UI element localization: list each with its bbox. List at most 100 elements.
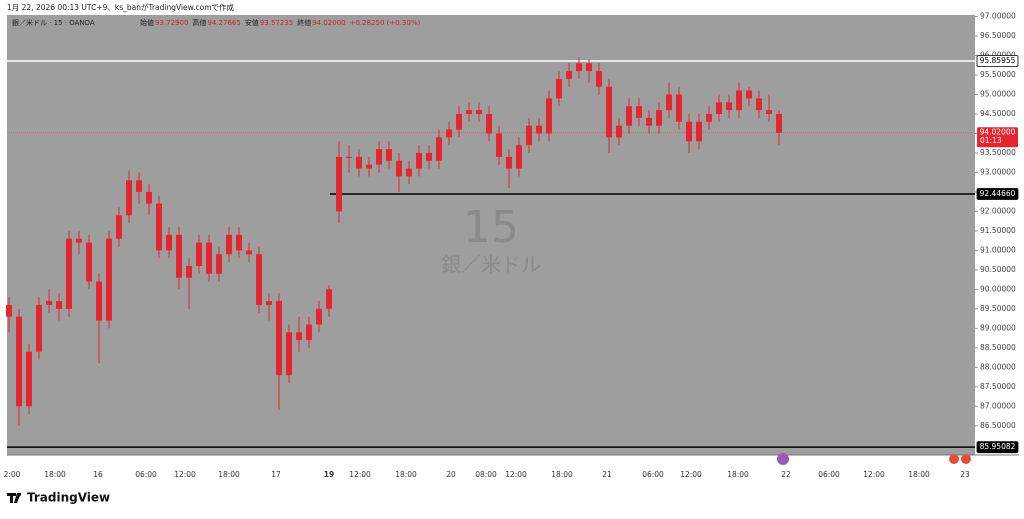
y-tick-label: 92.00000 [980,206,1016,215]
level-tag [976,55,1019,67]
candle-body [6,304,12,317]
candle-body [406,168,412,177]
candle-body [86,242,92,282]
legend-value: 94.02000 [312,19,345,27]
price-axis [975,15,1019,455]
x-tick-label: 23 [960,470,970,479]
candle-body [206,242,212,274]
x-tick-label: 12:00 [680,470,702,479]
x-tick-label: 21 [602,470,612,479]
x-tick-label: 18:00 [551,470,573,479]
candle-body [346,156,352,158]
caption: 1月 22, 2026 00:13 UTC+9、ks_banがTradingVi… [7,2,234,12]
level-tag [976,188,1019,200]
candle-body [356,156,362,169]
candle-body [436,137,442,161]
y-tick-label: 87.50000 [980,382,1016,391]
brand: TradingView [27,491,110,505]
candle-body [366,164,372,169]
legend-label: 終値 [297,18,311,27]
x-tick-label: 12:00 [505,470,527,479]
candle-body [16,316,22,407]
y-tick-label: 90.50000 [980,265,1016,274]
candle-body [606,86,612,138]
candle-body [296,332,302,341]
candle-body [526,125,532,146]
candle-body [326,289,332,309]
level-label: 85.95082 [980,442,1016,451]
watermark-name: 銀／米ドル [441,253,541,277]
candle-body [126,180,132,216]
y-tick-label: 87.00000 [980,401,1016,410]
candle-body [466,110,472,114]
candle-body [546,98,552,134]
flag-icon [949,454,959,464]
x-tick-label: 17 [271,470,281,479]
candle-body [136,180,142,192]
candle-body [226,234,232,255]
x-tick-label: 12:00 [174,470,196,479]
candle-body [176,234,182,278]
legend-label: 高値 [192,18,206,27]
candle-body [416,152,422,169]
x-tick-label: 16 [93,470,103,479]
y-tick-label: 93.00000 [980,167,1016,176]
candle-body [726,102,732,111]
x-tick-label: 19 [324,470,334,479]
candle-body [596,71,602,87]
candle-body [766,110,772,114]
level-tag [976,441,1019,454]
x-tick-label: 12:00 [863,470,885,479]
countdown: 01:13 [980,136,1002,145]
x-tick-label: 18:00 [727,470,749,479]
candle-body [196,242,202,266]
y-tick-label: 96.50000 [980,31,1016,40]
candle-body [696,121,702,142]
candle-body [506,156,512,169]
candle-body [396,160,402,177]
candle-body [376,149,382,165]
candle-body [746,90,752,99]
x-tick-label: 08:00 [475,470,497,479]
x-tick-label: 06:00 [642,470,664,479]
legend: 銀／米ドル · 15 · OANDA 始値 93.72900 高値 94.27665 安… [12,18,420,27]
candle-body [666,94,672,111]
candle-body [426,152,432,161]
level-label: 92.44660 [980,189,1016,198]
candle-body [56,301,62,309]
candle-body [456,113,462,130]
candle-body [186,265,192,278]
y-tick-label: 93.50000 [980,148,1016,157]
candle-body [316,308,322,325]
x-tick-label: 22 [781,470,791,479]
candle-body [276,301,282,376]
x-tick-label: 2:00 [4,470,21,479]
candle-body [566,71,572,79]
legend-change: +0.28250 (+0.30%) [350,19,421,27]
candle-body [286,332,292,376]
y-tick-label: 86.50000 [980,421,1016,430]
x-tick-label: 20 [446,470,456,479]
x-tick-label: 06:00 [818,470,840,479]
candle-body [686,121,692,142]
candle-body [516,145,522,169]
last-price-tag [977,127,1018,148]
x-tick-label: 18:00 [218,470,240,479]
flag-icon [961,454,971,464]
candle-body [576,63,582,72]
tradingview-logo: TradingView [7,491,110,505]
y-tick-label: 97.00000 [980,12,1016,21]
legend-value: 93.72900 [155,19,188,27]
candle-body [656,110,662,126]
x-tick-label: 18:00 [395,470,417,479]
candle-body [256,254,262,305]
x-tick-label: 18:00 [44,470,66,479]
candle-body [336,156,342,212]
candle-body [216,254,222,274]
candle-body [446,129,452,138]
candle-body [616,125,622,138]
y-tick-label: 91.00000 [980,245,1016,254]
candle-body [756,98,762,111]
candle-body [626,106,632,126]
